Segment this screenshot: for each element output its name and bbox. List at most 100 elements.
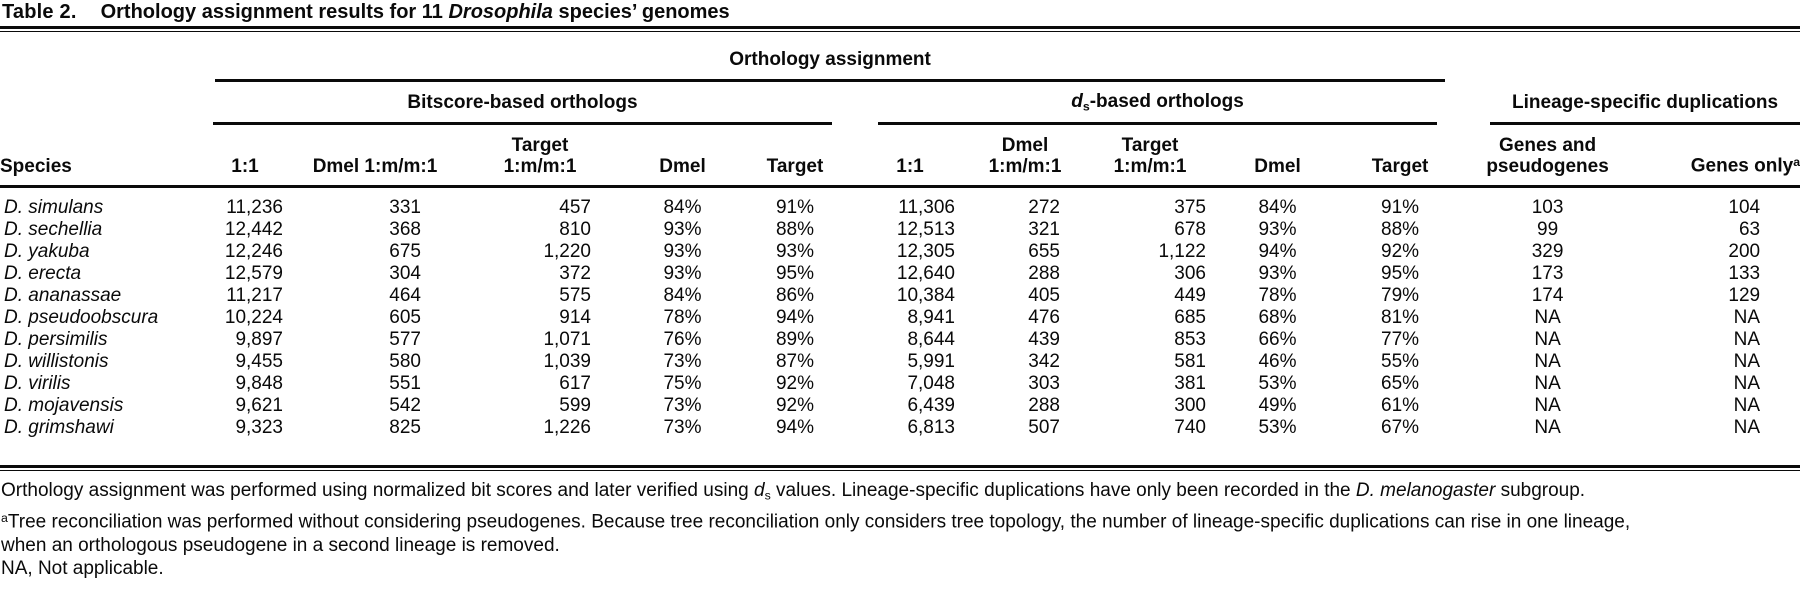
col-ds-target-pct: Target	[1335, 124, 1466, 188]
species-cell: D. mojavensis	[4, 394, 124, 416]
footnote-general-pre: Orthology assignment was performed using…	[1, 479, 754, 501]
value-cell: 321	[1028, 218, 1060, 240]
value-cell: 94%	[1258, 240, 1297, 262]
value-cell: 94%	[775, 416, 815, 438]
value-cell: 92%	[775, 394, 815, 416]
value-cell: NA	[1733, 394, 1761, 416]
value-cell: 55%	[1381, 350, 1420, 372]
caption-divider-rule	[0, 26, 1800, 32]
value-cell: 288	[1028, 262, 1060, 284]
footnote-general-post: subgroup.	[1495, 479, 1586, 501]
header-span-row: Orthology assignment	[0, 32, 1800, 82]
value-cell: 580	[389, 350, 421, 372]
ds-group-header: ds-based orthologs	[850, 82, 1465, 125]
value-cell: 84%	[663, 284, 702, 306]
value-cell: 79%	[1381, 284, 1420, 306]
ds-group-label: ds-based orthologs	[1071, 91, 1244, 114]
value-cell: NA	[1733, 372, 1761, 394]
species-cell: D. pseudoobscura	[4, 306, 159, 328]
value-cell: 89%	[775, 328, 815, 350]
table-row: D. willistonis 9,455 580 1,039 73% 87% 5,991 34…	[0, 351, 1800, 373]
species-cell: D. ananassae	[4, 284, 122, 306]
ds-italic-d: d	[1071, 91, 1083, 112]
col-line1: Target	[511, 134, 569, 156]
value-cell: 507	[1028, 416, 1060, 438]
table-footnotes: Orthology assignment was performed using…	[0, 479, 1800, 580]
species-cell: D. virilis	[4, 372, 71, 394]
value-cell: 68%	[1258, 306, 1297, 328]
header-group-row: Bitscore-based orthologs ds-based orthol…	[0, 82, 1800, 125]
value-cell: 81%	[1381, 306, 1420, 328]
value-cell: 810	[559, 218, 591, 240]
orthology-assignment-label: Orthology assignment	[729, 49, 931, 70]
value-cell: 678	[1174, 218, 1206, 240]
species-cell: D. yakuba	[4, 240, 90, 262]
empty-header-cell	[0, 82, 195, 125]
table-row: D. grimshawi 9,323 825 1,226 73% 94% 6,813 507 7…	[0, 417, 1800, 439]
orthology-assignment-span: Orthology assignment	[195, 32, 1465, 82]
empty-header-cell	[0, 32, 195, 82]
value-cell: 95%	[775, 262, 815, 284]
value-cell: 476	[1028, 306, 1060, 328]
table-row: D. simulans 11,236 331 457 84% 91% 11,306 272 37…	[0, 186, 1800, 219]
footnote-ds-subscript: s	[764, 488, 771, 503]
value-cell: 84%	[663, 196, 702, 218]
col-ds-dmel-pct: Dmel	[1220, 124, 1335, 188]
ds-subscript-s: s	[1082, 99, 1090, 114]
value-cell: 9,848	[235, 372, 283, 394]
value-cell: 577	[389, 328, 421, 350]
table-row: D. yakuba 12,246 675 1,220 93% 93% 12,305 655 1,…	[0, 241, 1800, 263]
value-cell: 381	[1174, 372, 1206, 394]
value-cell: 599	[559, 394, 591, 416]
value-cell: 575	[559, 284, 591, 306]
value-cell: 65%	[1381, 372, 1420, 394]
value-cell: 77%	[1381, 328, 1420, 350]
value-cell: NA	[1733, 306, 1761, 328]
value-cell: 300	[1174, 394, 1206, 416]
empty-header-cell	[1465, 32, 1800, 82]
value-cell: 12,246	[224, 240, 283, 262]
value-cell: 46%	[1258, 350, 1297, 372]
value-cell: 675	[389, 240, 421, 262]
lineage-group-header: Lineage-specific duplications	[1465, 82, 1800, 125]
value-cell: 617	[559, 372, 591, 394]
footnote-melanogaster-italic: D. melanogaster	[1355, 479, 1496, 501]
value-cell: 5,991	[907, 350, 955, 372]
col-line1: Genes and	[1499, 134, 1597, 156]
value-cell: 740	[1174, 416, 1206, 438]
value-cell: 93%	[663, 218, 702, 240]
value-cell: 551	[389, 372, 421, 394]
value-cell: NA	[1733, 416, 1761, 438]
value-cell: 129	[1728, 284, 1761, 306]
column-header-row: Species 1:1 Dmel 1:m/m:1 Target 1:m/m:1 D…	[0, 124, 1800, 188]
value-cell: 53%	[1258, 372, 1297, 394]
value-cell: NA	[1534, 350, 1561, 372]
value-cell: 88%	[775, 218, 815, 240]
footnote-general: Orthology assignment was performed using…	[0, 479, 1800, 508]
footnote-a-continuation: when an orthologous pseudogene in a seco…	[1, 534, 560, 556]
value-cell: 95%	[1381, 262, 1420, 284]
value-cell: 368	[389, 218, 421, 240]
value-cell: 825	[389, 416, 421, 438]
value-cell: 87%	[775, 350, 815, 372]
value-cell: 9,897	[235, 328, 283, 350]
species-cell: D. erecta	[4, 262, 82, 284]
value-cell: 78%	[1258, 284, 1297, 306]
value-cell: 92%	[775, 372, 815, 394]
footnote-na: NA, Not applicable.	[1, 557, 164, 579]
value-cell: 104	[1728, 196, 1761, 218]
col-line2: pseudogenes	[1486, 155, 1609, 177]
value-cell: 63	[1738, 218, 1761, 240]
col-line2: 1:m/m:1	[1113, 155, 1187, 177]
value-cell: 93%	[1258, 218, 1297, 240]
footnote-a: aTree reconciliation was performed witho…	[0, 507, 1800, 534]
caption-text-end: species’ genomes	[552, 1, 730, 23]
value-cell: 1,071	[543, 328, 591, 350]
table-row: D. virilis 9,848 551 617 75% 92% 7,048 303 381 53…	[0, 373, 1800, 395]
value-cell: 1,226	[543, 416, 591, 438]
value-cell: 78%	[663, 306, 702, 328]
value-cell: 11,306	[898, 196, 955, 218]
value-cell: 91%	[775, 196, 815, 218]
value-cell: 73%	[663, 350, 702, 372]
value-cell: 6,813	[907, 416, 955, 438]
